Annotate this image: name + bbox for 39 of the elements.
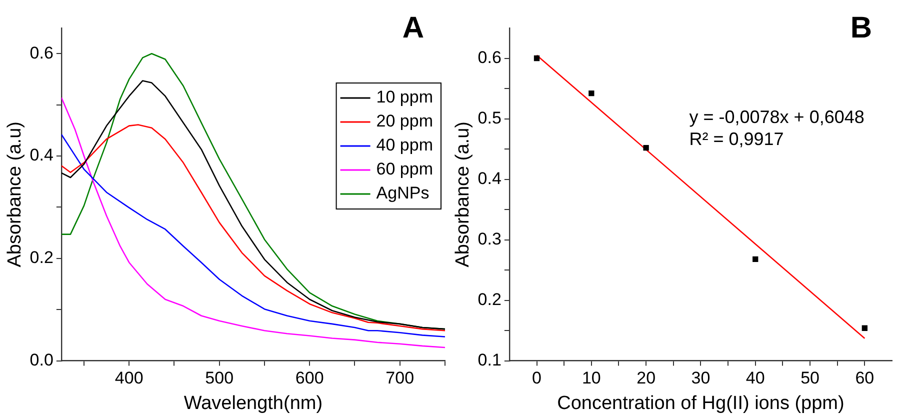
annotation: R² = 0,9917 [689,128,784,149]
point [862,325,868,331]
x-tick-label: 500 [205,368,234,388]
y-tick-label: 0.1 [478,350,502,370]
y-axis-title: Absorbance (a.u) [4,122,26,268]
legend-label: AgNPs [376,184,430,203]
x-tick-label: 60 [855,368,874,388]
x-tick-label: 50 [800,368,820,388]
point [588,90,594,96]
y-tick-label: 0.6 [30,43,54,62]
x-tick-label: 40 [746,368,765,388]
y-tick-label: 0.3 [478,229,502,248]
point [643,144,649,151]
y-tick-label: 0.2 [478,290,502,309]
y-tick-label: 0.2 [30,248,54,268]
point [534,55,540,62]
x-tick-label: 400 [114,368,144,388]
x-tick-label: 20 [636,368,656,388]
annotation: y = -0,0078x + 0,6048 [689,106,864,127]
y-tick-label: 0.0 [30,350,54,370]
x-tick-label: 0 [532,368,542,388]
y-tick-label: 0.4 [30,146,54,165]
x-tick-label: 10 [582,368,601,388]
y-tick-label: 0.6 [478,48,502,67]
x-axis-title: Concentration of Hg(II) ions (ppm) [557,392,844,414]
legend-label: 10 ppm [376,88,433,107]
legend-label: 40 ppm [376,136,433,155]
x-axis-title: Wavelength(nm) [184,392,323,414]
chart-title: A [402,11,424,44]
x-tick-label: 30 [691,368,710,388]
legend-label: 60 ppm [376,160,433,179]
y-tick-label: 0.4 [478,168,502,188]
chart-title: B [850,11,872,44]
x-tick-label: 600 [295,368,324,388]
point [752,256,758,262]
legend-label: 20 ppm [376,112,433,131]
y-tick-label: 0.5 [478,108,502,128]
x-tick-label: 700 [386,368,414,388]
y-axis-title: Absorbance (a.u) [452,122,474,268]
